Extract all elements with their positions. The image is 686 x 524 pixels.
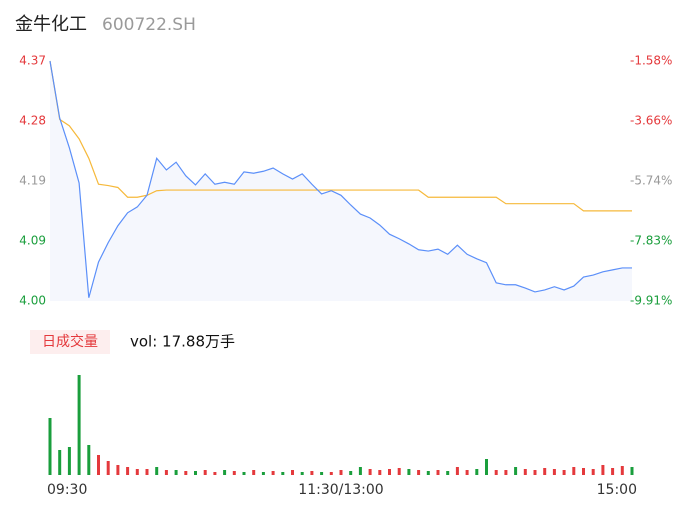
volume-bar (320, 472, 324, 475)
volume-bar (514, 467, 518, 475)
volume-bar (552, 469, 556, 475)
volume-bar (562, 470, 566, 475)
y2-tick-label: -7.83% (630, 234, 672, 248)
volume-bar (67, 447, 71, 475)
volume-bar (339, 470, 343, 475)
volume-bar (87, 445, 91, 475)
volume-tab[interactable] (30, 330, 110, 354)
volume-bar (58, 450, 62, 475)
volume-bar (397, 468, 401, 475)
volume-bar (213, 472, 217, 475)
y-tick-label: 4.09 (19, 234, 46, 248)
volume-bar (494, 470, 498, 475)
volume-bar (591, 469, 595, 475)
x-tick-label: 11:30/13:00 (298, 482, 383, 498)
volume-bar (97, 455, 100, 475)
volume-bar (436, 470, 440, 475)
y-tick-label: 4.28 (19, 114, 46, 128)
volume-bar (310, 471, 314, 475)
x-tick-label: 15:00 (597, 482, 637, 498)
volume-bar (184, 471, 188, 475)
volume-bar (174, 470, 178, 475)
volume-bar (135, 469, 139, 475)
volume-bar (388, 469, 391, 475)
volume-bar (77, 375, 81, 475)
volume-bar (504, 470, 508, 475)
volume-bar (582, 468, 585, 475)
volume-bar (329, 472, 333, 475)
volume-bar (261, 472, 265, 475)
y-tick-label: 4.37 (19, 54, 46, 68)
volume-bar (291, 470, 294, 475)
volume-bar (475, 469, 479, 475)
volume-bar (223, 470, 227, 475)
volume-bar (155, 467, 159, 475)
volume-bar (203, 470, 207, 475)
volume-bar (611, 468, 615, 475)
volume-bar (164, 470, 168, 475)
volume-bar (417, 470, 421, 475)
volume-bar (426, 471, 430, 475)
price-line (49, 60, 632, 298)
y2-tick-label: -3.66% (630, 113, 672, 127)
volume-bar (300, 472, 304, 475)
y2-tick-label: -1.58% (630, 54, 672, 68)
y2-tick-label: -5.74% (630, 173, 672, 187)
volume-bar (358, 467, 362, 475)
volume-bar (523, 469, 527, 475)
y-tick-label: 4.00 (19, 294, 46, 308)
volume-bar (271, 471, 275, 475)
price-area (50, 61, 632, 301)
volume-bar (194, 471, 197, 475)
volume-bar (232, 471, 236, 475)
volume-bar (116, 465, 120, 475)
chart-title: 金牛化工 (15, 14, 87, 35)
average-line (49, 60, 632, 212)
volume-bar (446, 471, 450, 475)
volume-bar (572, 467, 576, 475)
volume-bar (485, 459, 488, 475)
chart-subtitle: 600722.SH (102, 15, 196, 35)
volume-bar (407, 469, 411, 475)
volume-tab-label[interactable]: 日成交量 (42, 333, 98, 350)
volume-bar (630, 467, 634, 475)
volume-total: vol: 17.88万手 (130, 333, 235, 351)
x-tick-label: 09:30 (47, 482, 87, 498)
y2-tick-label: -9.91% (630, 294, 672, 308)
volume-bar (601, 465, 605, 475)
volume-bar (455, 467, 459, 475)
volume-bar (368, 469, 372, 475)
volume-bar (465, 470, 469, 475)
volume-bar (145, 469, 149, 475)
volume-bar (252, 470, 256, 475)
volume-bar (349, 471, 353, 475)
volume-bar (620, 466, 624, 475)
volume-bar (533, 470, 537, 475)
volume-bar (281, 472, 285, 475)
volume-bar (242, 472, 246, 475)
volume-bar (126, 467, 130, 475)
volume-bar (48, 418, 52, 475)
y-tick-label: 4.19 (19, 174, 46, 188)
volume-bar (378, 470, 382, 475)
volume-bar (106, 461, 110, 475)
volume-bar (543, 468, 547, 475)
